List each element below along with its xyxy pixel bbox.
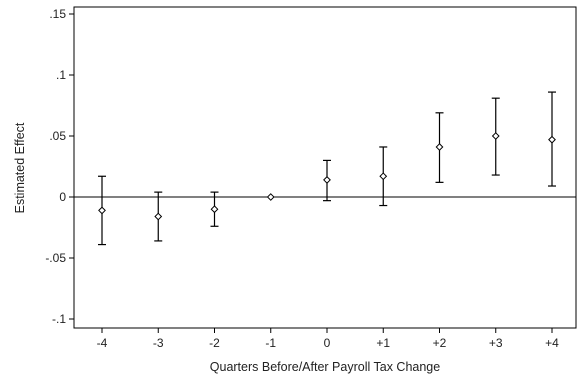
- point-estimate-marker: [548, 135, 556, 144]
- x-tick-label: -2: [209, 336, 220, 350]
- y-tick-label: 0: [59, 190, 66, 204]
- estimates-with-confidence-intervals: [98, 91, 556, 246]
- y-tick-label: .05: [49, 129, 66, 143]
- y-axis: .15 .1 .05 0 -.05 -.1: [45, 7, 74, 326]
- y-tick-label: .15: [49, 7, 66, 21]
- y-axis-title: Estimated Effect: [13, 122, 27, 213]
- x-axis-title: Quarters Before/After Payroll Tax Change: [210, 360, 440, 374]
- y-tick-label: -.1: [52, 312, 66, 326]
- x-tick-label: -4: [97, 336, 108, 350]
- point-estimate-marker: [379, 172, 388, 181]
- point-estimate-marker: [210, 205, 219, 214]
- x-tick-label: +2: [433, 336, 447, 350]
- point-estimate-marker: [323, 176, 331, 184]
- y-tick-label: -.05: [45, 251, 66, 265]
- x-tick-label: -1: [265, 336, 276, 350]
- x-tick-label: 0: [324, 336, 331, 350]
- point-estimate-marker: [491, 132, 500, 140]
- x-tick-label: +4: [545, 336, 559, 350]
- x-tick-label: +3: [489, 336, 503, 350]
- point-estimate-marker: [98, 206, 106, 215]
- point-estimate-marker: [154, 212, 163, 221]
- plot-area: [73, 6, 577, 329]
- point-estimate-marker: [435, 143, 444, 151]
- y-tick-label: .1: [56, 68, 66, 82]
- point-estimate-marker: [266, 193, 275, 201]
- x-tick-label: -3: [153, 336, 164, 350]
- x-axis: -4 -3 -2 -1 0 +1 +2 +3 +4: [97, 328, 559, 350]
- x-tick-label: +1: [376, 336, 390, 350]
